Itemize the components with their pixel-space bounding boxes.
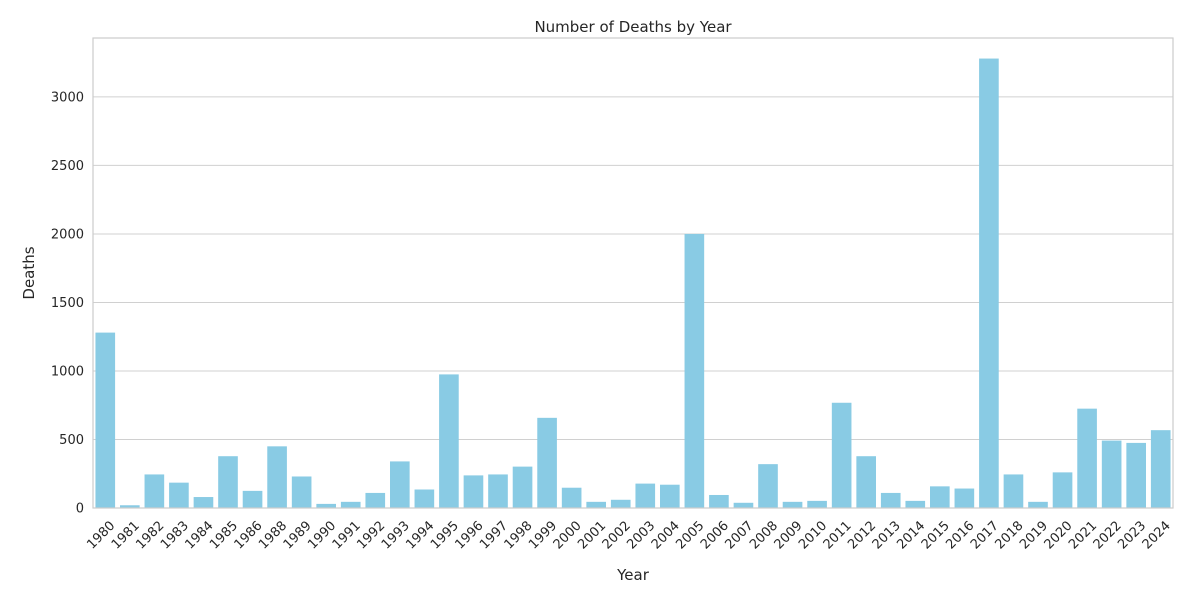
bar-2019	[1028, 501, 1048, 508]
bar-1981	[120, 505, 140, 508]
y-grid	[93, 96, 1173, 509]
bar-1992	[365, 492, 386, 508]
bar-1997	[488, 474, 508, 508]
y-tick-label: 500	[59, 433, 84, 448]
bar-2003	[635, 483, 656, 508]
bar-2016	[954, 488, 975, 508]
bar-2009	[782, 501, 803, 508]
bar-1983	[169, 482, 189, 508]
bar-2002	[610, 499, 631, 508]
bar-1984	[193, 497, 214, 508]
bar-2011	[831, 402, 852, 508]
y-tick-label: 3000	[51, 90, 84, 105]
bar-2022	[1101, 440, 1122, 508]
bar-1996	[463, 475, 484, 508]
x-tick-label: 2024	[1140, 518, 1174, 552]
bar-2006	[709, 494, 729, 508]
bar-2021	[1077, 408, 1097, 508]
bar-1980	[95, 332, 116, 508]
y-tick-label: 1000	[51, 364, 84, 379]
bar-2024	[1150, 430, 1171, 508]
chart-title: Number of Deaths by Year	[534, 18, 732, 36]
bar-1995	[439, 374, 459, 508]
bar-2023	[1126, 442, 1146, 508]
bar-2001	[586, 501, 606, 508]
bar-1985	[218, 456, 238, 508]
bar-2005	[684, 233, 705, 509]
bar-1998	[512, 466, 533, 508]
bar-1999	[537, 417, 557, 508]
bar-2013	[880, 492, 901, 508]
bar-1990	[316, 503, 336, 508]
y-axis-label: Deaths	[20, 246, 38, 299]
bar-1982	[144, 474, 165, 508]
bar-1989	[291, 476, 312, 508]
bar-1991	[340, 501, 361, 508]
bar-2018	[1003, 474, 1024, 508]
y-tick-label: 0	[76, 502, 84, 517]
y-tick-label: 2500	[51, 159, 84, 174]
bar-1993	[390, 461, 410, 508]
bar-2000	[561, 487, 582, 508]
bar-1988	[267, 446, 287, 508]
y-tick-label: 2000	[51, 227, 84, 242]
plot-frame	[92, 37, 1174, 509]
bars	[95, 58, 1171, 509]
bar-2020	[1052, 472, 1073, 508]
bar-2010	[807, 500, 827, 508]
bar-2017	[979, 58, 999, 509]
x-axis-label: Year	[616, 566, 650, 584]
bar-2015	[930, 486, 950, 508]
bar-2004	[660, 484, 680, 508]
y-tick-labels: 0 500 1000 1500 2000 2500 3000	[51, 90, 84, 516]
bar-2007	[733, 502, 754, 508]
bar-2008	[758, 464, 778, 508]
x-tick-labels: 1980198119821983198419851986198819891990…	[84, 518, 1173, 552]
y-tick-label: 1500	[51, 296, 84, 311]
bar-2014	[905, 500, 926, 508]
bar-2012	[856, 456, 876, 508]
bar-1986	[242, 490, 263, 508]
bar-1994	[414, 489, 435, 508]
